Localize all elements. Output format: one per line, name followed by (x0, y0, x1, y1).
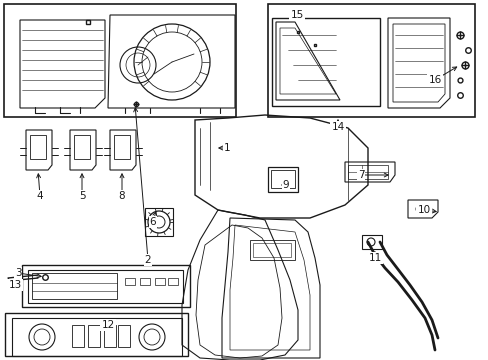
Bar (12, 318, 182, 356)
Bar (361, 235, 381, 249)
Bar (267, 4, 474, 117)
Bar (249, 240, 294, 260)
Bar (347, 165, 387, 179)
Bar (5, 313, 187, 356)
Bar (155, 278, 164, 285)
Text: 14: 14 (331, 122, 344, 132)
Bar (125, 278, 135, 285)
Bar (32, 273, 117, 299)
Text: 12: 12 (101, 320, 114, 330)
Text: 1: 1 (223, 143, 230, 153)
Text: 2: 2 (144, 255, 151, 265)
Bar (267, 167, 297, 192)
Text: 15: 15 (290, 10, 303, 20)
Text: 9: 9 (282, 180, 289, 190)
Text: 8: 8 (119, 191, 125, 201)
Bar (74, 135, 90, 159)
Text: 16: 16 (427, 75, 441, 85)
Text: 5: 5 (79, 191, 85, 201)
Bar (72, 325, 84, 347)
Bar (145, 208, 173, 236)
Bar (114, 135, 130, 159)
Bar (168, 278, 178, 285)
Text: 10: 10 (417, 205, 429, 215)
Bar (252, 243, 290, 257)
Bar (140, 278, 150, 285)
Text: 7: 7 (357, 170, 364, 180)
Text: 3: 3 (15, 268, 21, 278)
Bar (270, 170, 294, 188)
Text: 11: 11 (367, 253, 381, 263)
Bar (30, 135, 46, 159)
Bar (118, 325, 130, 347)
Bar (88, 325, 100, 347)
Bar (28, 270, 183, 303)
Bar (271, 18, 379, 106)
Bar (22, 265, 190, 307)
Bar (104, 325, 116, 347)
Bar (4, 4, 236, 117)
Text: 6: 6 (149, 217, 156, 227)
Text: 4: 4 (37, 191, 43, 201)
Text: 13: 13 (8, 280, 21, 290)
